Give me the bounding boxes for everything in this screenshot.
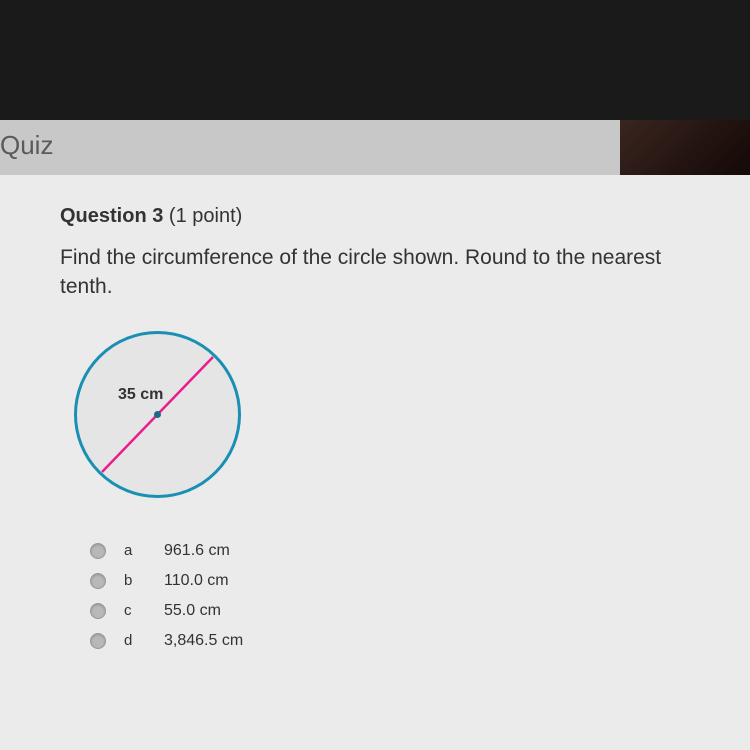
center-dot xyxy=(154,411,161,418)
option-c[interactable]: c 55.0 cm xyxy=(90,602,690,620)
option-letter-d: d xyxy=(124,632,164,649)
diameter-label: 35 cm xyxy=(118,386,163,403)
option-value-c: 55.0 cm xyxy=(164,602,221,620)
radio-a[interactable] xyxy=(90,543,106,559)
question-prompt: Find the circumference of the circle sho… xyxy=(60,243,690,302)
question-points: (1 point) xyxy=(169,205,242,227)
option-a[interactable]: a 961.6 cm xyxy=(90,542,690,560)
option-b[interactable]: b 110.0 cm xyxy=(90,572,690,590)
circle-diagram: 35 cm xyxy=(70,327,245,502)
radio-d[interactable] xyxy=(90,633,106,649)
question-number: Question 3 xyxy=(60,205,163,227)
question-header: Question 3 (1 point) xyxy=(60,205,690,228)
question-content: Question 3 (1 point) Find the circumfere… xyxy=(0,175,750,750)
option-d[interactable]: d 3,846.5 cm xyxy=(90,632,690,650)
option-letter-c: c xyxy=(124,602,164,619)
option-value-d: 3,846.5 cm xyxy=(164,632,243,650)
option-value-a: 961.6 cm xyxy=(164,542,230,560)
radio-c[interactable] xyxy=(90,603,106,619)
option-value-b: 110.0 cm xyxy=(164,572,229,590)
option-letter-b: b xyxy=(124,572,164,589)
radio-b[interactable] xyxy=(90,573,106,589)
option-letter-a: a xyxy=(124,542,164,559)
circle-svg: 35 cm xyxy=(70,327,245,502)
answer-options: a 961.6 cm b 110.0 cm c 55.0 cm d 3,846.… xyxy=(90,542,690,650)
quiz-title: Quiz xyxy=(0,130,53,161)
